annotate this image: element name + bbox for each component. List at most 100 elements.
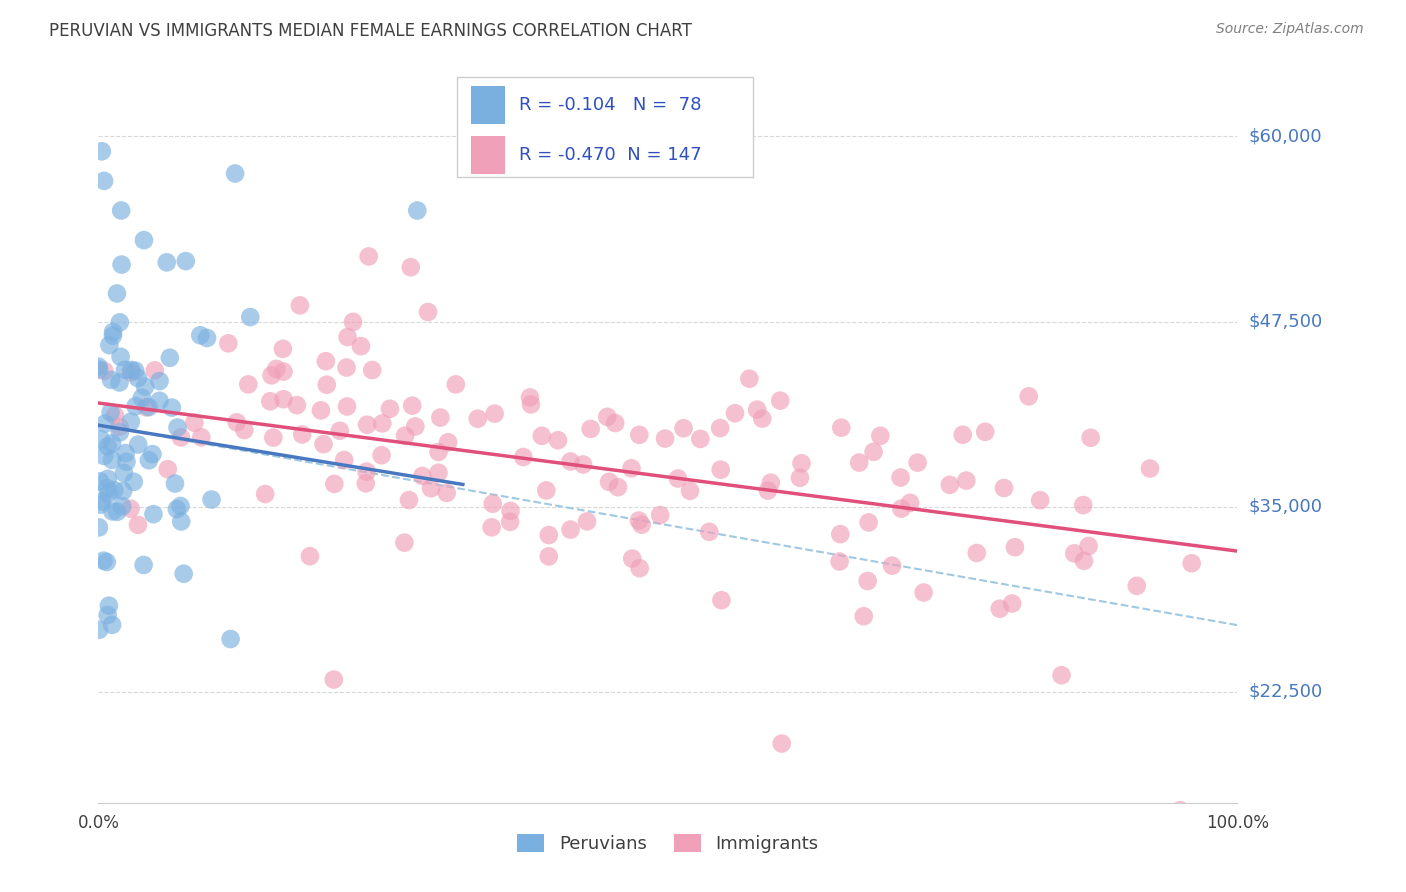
Point bbox=[112, 466, 135, 480]
Point bbox=[93, 449, 115, 463]
Point bbox=[124, 364, 146, 378]
Point bbox=[1004, 540, 1026, 554]
Point bbox=[100, 405, 122, 419]
Point bbox=[273, 365, 295, 379]
Point bbox=[169, 499, 191, 513]
Point bbox=[94, 417, 117, 431]
Point bbox=[547, 434, 569, 448]
Point bbox=[87, 359, 110, 374]
Point bbox=[174, 254, 197, 268]
Point bbox=[101, 325, 124, 339]
Point bbox=[163, 476, 186, 491]
Point bbox=[955, 474, 977, 488]
Point bbox=[394, 428, 416, 442]
Point bbox=[224, 166, 246, 180]
Point bbox=[404, 419, 426, 434]
Point bbox=[769, 393, 792, 408]
Point bbox=[1139, 461, 1161, 475]
Point bbox=[1170, 803, 1192, 817]
Point bbox=[141, 447, 163, 461]
Point bbox=[329, 424, 352, 438]
Point bbox=[322, 673, 344, 687]
Point bbox=[912, 585, 935, 599]
Point bbox=[288, 298, 311, 312]
Point bbox=[499, 504, 522, 518]
Point bbox=[159, 351, 181, 365]
Point bbox=[98, 338, 121, 352]
Point bbox=[170, 430, 193, 444]
Text: R = -0.470  N = 147: R = -0.470 N = 147 bbox=[519, 146, 702, 164]
Point bbox=[789, 471, 811, 485]
Point bbox=[361, 363, 384, 377]
Text: PERUVIAN VS IMMIGRANTS MEDIAN FEMALE EARNINGS CORRELATION CHART: PERUVIAN VS IMMIGRANTS MEDIAN FEMALE EAR… bbox=[49, 22, 692, 40]
Point bbox=[134, 379, 156, 393]
Legend: Peruvians, Immigrants: Peruvians, Immigrants bbox=[510, 827, 825, 861]
Text: $22,500: $22,500 bbox=[1249, 682, 1323, 701]
Point bbox=[110, 258, 132, 272]
Point bbox=[315, 354, 337, 368]
Point bbox=[697, 524, 720, 539]
Point bbox=[709, 421, 731, 435]
Point bbox=[1126, 579, 1149, 593]
Point bbox=[628, 561, 651, 575]
Point bbox=[114, 363, 136, 377]
Point bbox=[105, 505, 128, 519]
Point bbox=[598, 475, 620, 489]
Point bbox=[120, 501, 142, 516]
Point bbox=[357, 249, 380, 263]
Point bbox=[93, 554, 115, 568]
Point bbox=[907, 456, 929, 470]
Point bbox=[770, 737, 793, 751]
Point bbox=[142, 507, 165, 521]
Point bbox=[519, 391, 541, 405]
Point bbox=[91, 494, 114, 508]
Point bbox=[828, 555, 851, 569]
Point bbox=[416, 305, 439, 319]
Point bbox=[336, 330, 359, 344]
Point bbox=[87, 520, 110, 534]
Point bbox=[427, 445, 450, 459]
Point bbox=[333, 453, 356, 467]
Point bbox=[114, 446, 136, 460]
Point bbox=[336, 400, 359, 414]
Point bbox=[530, 429, 553, 443]
Point bbox=[122, 475, 145, 489]
Point bbox=[572, 458, 595, 472]
Point bbox=[97, 487, 120, 501]
Point bbox=[238, 377, 260, 392]
Point bbox=[856, 574, 879, 588]
Point bbox=[124, 399, 146, 413]
Point bbox=[481, 520, 503, 534]
Point bbox=[96, 555, 118, 569]
Point bbox=[104, 409, 127, 423]
Point bbox=[398, 493, 420, 508]
Point bbox=[110, 203, 132, 218]
Point bbox=[148, 374, 170, 388]
Point bbox=[484, 407, 506, 421]
Point bbox=[993, 481, 1015, 495]
Point bbox=[607, 480, 630, 494]
Point bbox=[747, 402, 769, 417]
Point bbox=[298, 549, 321, 564]
Point bbox=[97, 607, 120, 622]
Text: R = -0.104   N =  78: R = -0.104 N = 78 bbox=[519, 96, 702, 114]
Point bbox=[898, 496, 921, 510]
Point bbox=[830, 420, 852, 434]
Point bbox=[751, 411, 773, 425]
Point bbox=[309, 403, 332, 417]
Point bbox=[93, 364, 115, 378]
Point bbox=[160, 401, 183, 415]
Point bbox=[411, 469, 433, 483]
Point bbox=[101, 328, 124, 343]
Point bbox=[427, 466, 450, 480]
Point bbox=[97, 599, 120, 613]
Point bbox=[790, 456, 813, 470]
Point bbox=[108, 419, 131, 434]
Point bbox=[291, 427, 314, 442]
Point bbox=[132, 558, 155, 572]
Point bbox=[90, 432, 112, 446]
Point bbox=[880, 558, 903, 573]
Point bbox=[90, 145, 112, 159]
Point bbox=[537, 528, 560, 542]
Point bbox=[620, 461, 643, 475]
